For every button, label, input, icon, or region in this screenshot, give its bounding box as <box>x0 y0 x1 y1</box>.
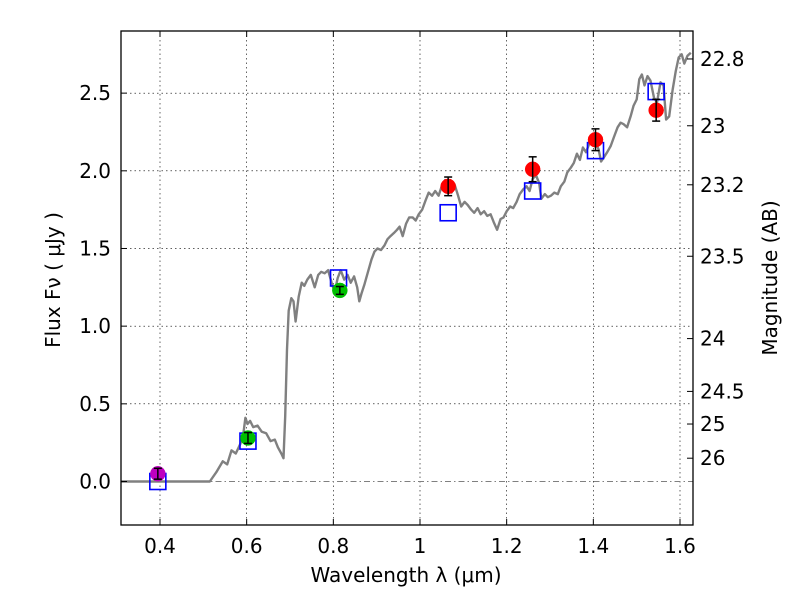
right-tick-label: 24.5 <box>700 379 745 403</box>
y-tick-label: 0.5 <box>79 392 111 416</box>
right-tick-label: 26 <box>700 446 725 470</box>
right-tick-label: 25 <box>700 412 725 436</box>
model-square <box>523 182 542 200</box>
x-tick-label: 1 <box>414 534 427 558</box>
observed-photometry-series <box>150 98 664 482</box>
y-tick-label: 2.5 <box>79 81 111 105</box>
right-tick-label: 22.8 <box>700 47 745 71</box>
y-axis-label: Flux Fν ( μJy ) <box>41 212 65 348</box>
x-tick-label: 0.6 <box>231 534 263 558</box>
x-tick-label: 0.8 <box>317 534 349 558</box>
x-tick-label: 1.6 <box>664 534 696 558</box>
y-tick-label: 0.0 <box>79 470 111 494</box>
axes-ticks: 0.4 0.6 0.8 1 1.2 1.4 1.6 0.0 0.5 1.0 1.5 2.0 2.5 22.… <box>79 31 745 558</box>
right-y-axis-label: Magnitude (AB) <box>758 200 782 355</box>
right-tick-label: 23.2 <box>700 173 745 197</box>
x-axis-label: Wavelength λ (μm) <box>310 563 501 587</box>
plot-frame <box>120 30 694 526</box>
right-tick-label: 23.5 <box>700 244 745 268</box>
x-tick-label: 1.2 <box>491 534 523 558</box>
model-square <box>439 203 457 222</box>
y-tick-label: 2.0 <box>79 159 111 183</box>
right-tick-label: 23 <box>700 114 725 138</box>
x-tick-label: 1.4 <box>577 534 609 558</box>
y-tick-label: 1.5 <box>79 236 111 260</box>
right-tick-label: 24 <box>700 327 725 351</box>
x-tick-label: 0.4 <box>144 534 176 558</box>
y-tick-label: 1.0 <box>79 314 111 338</box>
